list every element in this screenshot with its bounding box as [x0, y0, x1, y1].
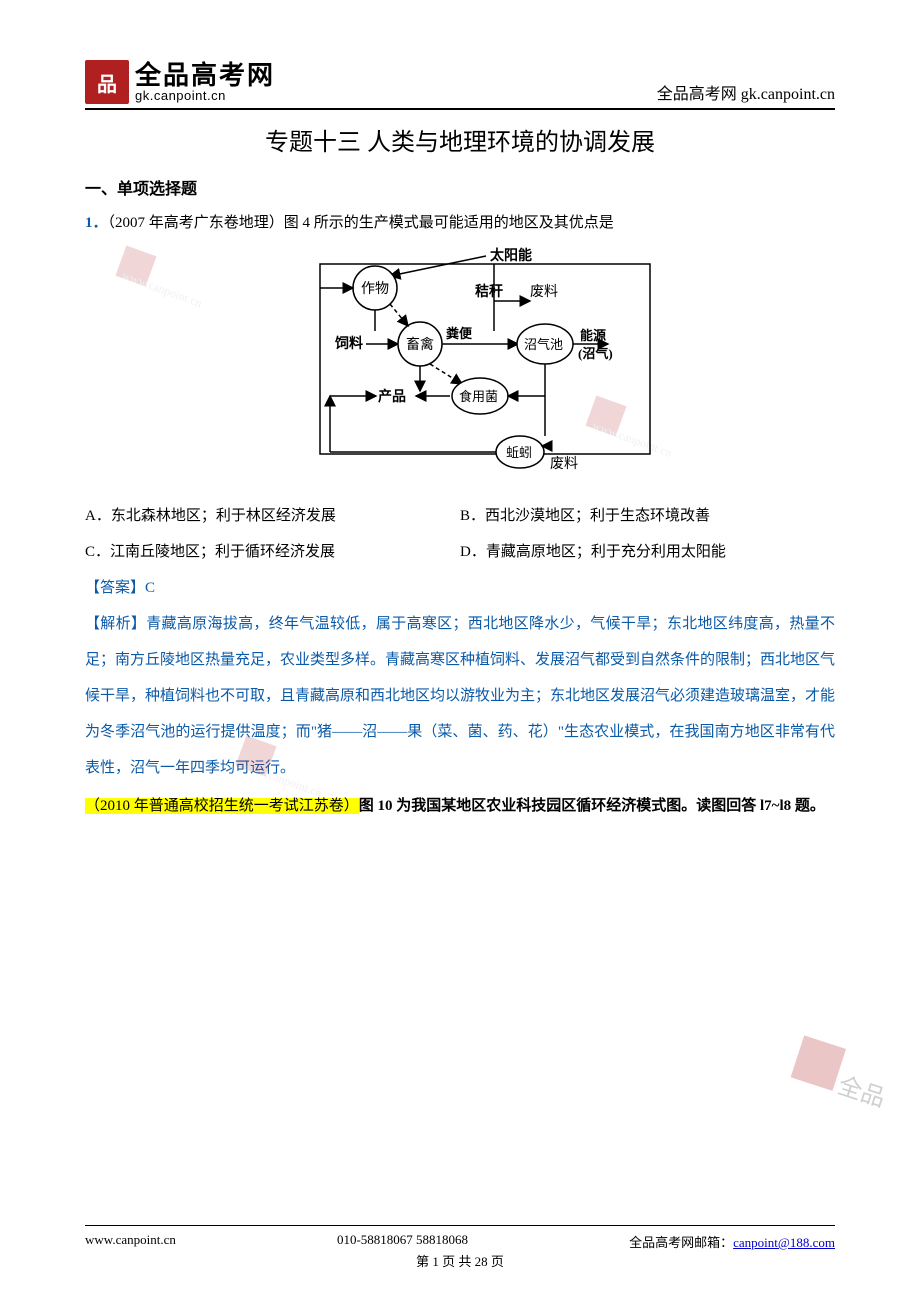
header-right-text: 全品高考网 gk.canpoint.cn — [657, 80, 835, 104]
option-c: C．江南丘陵地区；利于循环经济发展 — [85, 534, 460, 570]
question-2-intro: （2010 年普通高校招生统一考试江苏卷）图 10 为我国某地区农业科技园区循环… — [85, 792, 835, 821]
q2-source-highlight: （2010 年普通高校招生统一考试江苏卷） — [85, 798, 359, 814]
q1-analysis: 【解析】青藏高原海拔高，终年气温较低，属于高寒区；西北地区降水少，气候干旱；东北… — [85, 606, 835, 786]
q1-stem: 图 4 所示的生产模式最可能适用的地区及其优点是 — [284, 215, 614, 231]
logo-sub-text: gk.canpoint.cn — [135, 89, 275, 103]
q1-answer: 【答案】C — [85, 570, 835, 606]
node-earthworm: 蚯蚓 — [506, 445, 532, 460]
footer-mid: 010-58818067 58818068 — [337, 1232, 468, 1251]
node-manure: 粪便 — [446, 326, 473, 341]
option-d: D．青藏高原地区；利于充分利用太阳能 — [460, 534, 835, 570]
footer-left: www.canpoint.cn — [85, 1232, 176, 1251]
section-label: 一、单项选择题 — [85, 175, 835, 199]
node-energy: 能源 — [580, 328, 606, 343]
footer-right: 全品高考网邮箱：canpoint@188.com — [629, 1232, 835, 1251]
q1-source: （2007 年高考广东卷地理） — [108, 215, 284, 231]
node-biogas: (沼气) — [578, 346, 613, 361]
watermark-bottom-right: 全品 — [788, 1035, 895, 1113]
node-biogas-pool: 沼气池 — [524, 337, 563, 352]
node-mushroom: 食用菌 — [459, 389, 498, 404]
logo-icon: 品 — [85, 60, 129, 104]
option-b: B．西北沙漠地区；利于生态环境改善 — [460, 498, 835, 534]
node-waste-2: 废料 — [550, 456, 578, 472]
q2-stem: 图 10 为我国某地区农业科技园区循环经济模式图。读图回答 l7~l8 题。 — [359, 798, 825, 814]
footer-page-number: 第 1 页 共 28 页 — [85, 1251, 835, 1270]
node-crop: 作物 — [361, 281, 389, 297]
page-title: 专题十三 人类与地理环境的协调发展 — [85, 122, 835, 157]
node-waste-1: 废料 — [530, 284, 558, 300]
q1-number: 1． — [85, 215, 108, 231]
page-footer: www.canpoint.cn 010-58818067 58818068 全品… — [85, 1225, 835, 1270]
option-a: A．东北森林地区；利于林区经济发展 — [85, 498, 460, 534]
node-feed: 饲料 — [334, 335, 363, 352]
diagram-figure-4: 太阳能 作物 秸秆 废料 饲料 畜禽 粪便 — [85, 246, 835, 486]
analysis-label: 【解析】 — [85, 616, 146, 632]
node-livestock: 畜禽 — [406, 336, 434, 353]
answer-value: C — [145, 580, 155, 596]
node-sun: 太阳能 — [490, 247, 532, 264]
node-straw: 秸秆 — [475, 283, 503, 300]
analysis-text: 青藏高原海拔高，终年气温较低，属于高寒区；西北地区降水少，气候干旱；东北地区纬度… — [85, 616, 835, 776]
logo-block: 品 全品高考网 gk.canpoint.cn — [85, 60, 275, 104]
q1-options: A．东北森林地区；利于林区经济发展 B．西北沙漠地区；利于生态环境改善 C．江南… — [85, 498, 835, 570]
logo-main-text: 全品高考网 — [135, 61, 275, 90]
page-header: 品 全品高考网 gk.canpoint.cn 全品高考网 gk.canpoint… — [85, 60, 835, 110]
footer-email-link[interactable]: canpoint@188.com — [733, 1235, 835, 1250]
node-product: 产品 — [378, 388, 406, 405]
question-1: 1．（2007 年高考广东卷地理）图 4 所示的生产模式最可能适用的地区及其优点… — [85, 209, 835, 238]
answer-label: 【答案】 — [85, 580, 145, 596]
